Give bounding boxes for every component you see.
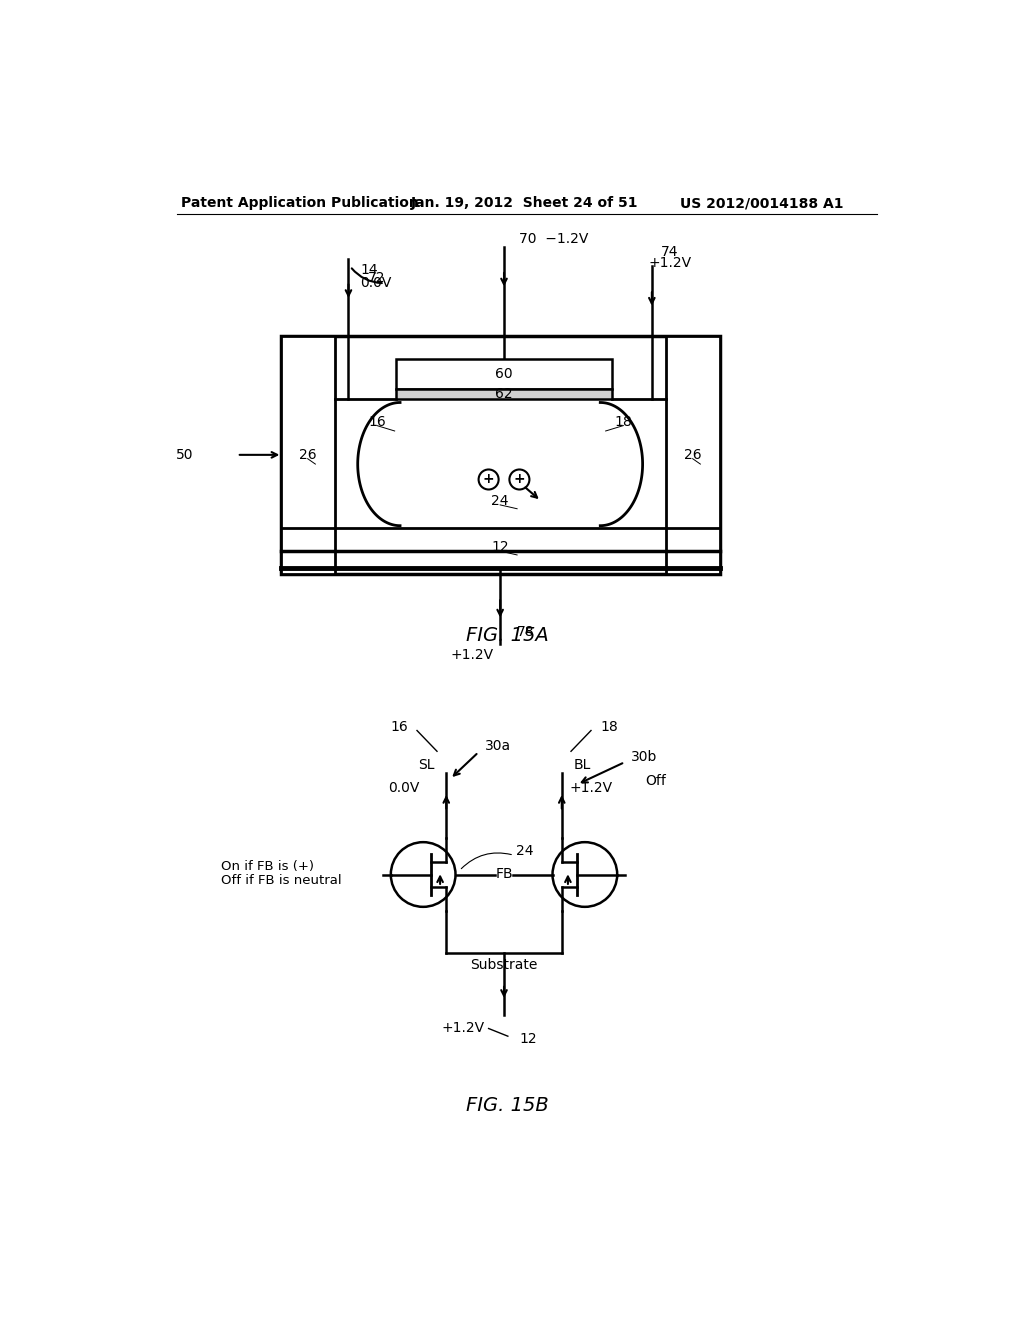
- Text: 30a: 30a: [484, 739, 511, 752]
- Text: FB: FB: [496, 867, 513, 882]
- Text: 60: 60: [496, 367, 513, 381]
- Bar: [281, 335, 720, 574]
- Text: 16: 16: [390, 719, 408, 734]
- Text: 30b: 30b: [631, 751, 657, 764]
- Text: 14: 14: [360, 263, 378, 277]
- Text: +1.2V: +1.2V: [569, 781, 612, 795]
- Text: +: +: [482, 473, 495, 487]
- Text: 26: 26: [684, 447, 701, 462]
- Text: 74: 74: [662, 246, 679, 259]
- Text: 50: 50: [176, 447, 194, 462]
- Text: 0.0V: 0.0V: [388, 781, 419, 795]
- Text: 70  −1.2V: 70 −1.2V: [519, 232, 589, 247]
- Text: SL: SL: [418, 758, 435, 772]
- Text: 62: 62: [496, 387, 513, 401]
- Text: 12: 12: [519, 1032, 537, 1047]
- Text: 26: 26: [299, 447, 316, 462]
- Text: 18: 18: [614, 414, 632, 429]
- Text: +1.2V: +1.2V: [451, 648, 494, 663]
- Text: 16: 16: [368, 414, 386, 429]
- Text: +: +: [514, 473, 525, 487]
- Text: Patent Application Publication: Patent Application Publication: [181, 197, 419, 210]
- Text: 0.0V: 0.0V: [360, 276, 391, 290]
- Text: FIG. 15B: FIG. 15B: [467, 1096, 549, 1115]
- Bar: [281, 335, 335, 574]
- Text: +1.2V: +1.2V: [441, 1022, 484, 1035]
- Text: 12: 12: [492, 540, 509, 554]
- Bar: [396, 359, 611, 389]
- Text: +1.2V: +1.2V: [648, 256, 691, 271]
- Text: BL: BL: [573, 758, 591, 772]
- Text: 24: 24: [515, 845, 534, 858]
- Text: Off if FB is neutral: Off if FB is neutral: [221, 874, 342, 887]
- Text: Jan. 19, 2012  Sheet 24 of 51: Jan. 19, 2012 Sheet 24 of 51: [411, 197, 639, 210]
- Text: 72: 72: [369, 271, 386, 285]
- Bar: [396, 389, 611, 399]
- Text: Off: Off: [645, 774, 666, 788]
- Bar: [666, 335, 720, 574]
- Text: 78: 78: [517, 624, 535, 639]
- Text: FIG. 15A: FIG. 15A: [467, 626, 549, 645]
- Text: US 2012/0014188 A1: US 2012/0014188 A1: [680, 197, 844, 210]
- Text: 24: 24: [492, 494, 509, 508]
- Text: Substrate: Substrate: [470, 958, 538, 973]
- Text: On if FB is (+): On if FB is (+): [221, 861, 314, 874]
- Text: 18: 18: [600, 719, 618, 734]
